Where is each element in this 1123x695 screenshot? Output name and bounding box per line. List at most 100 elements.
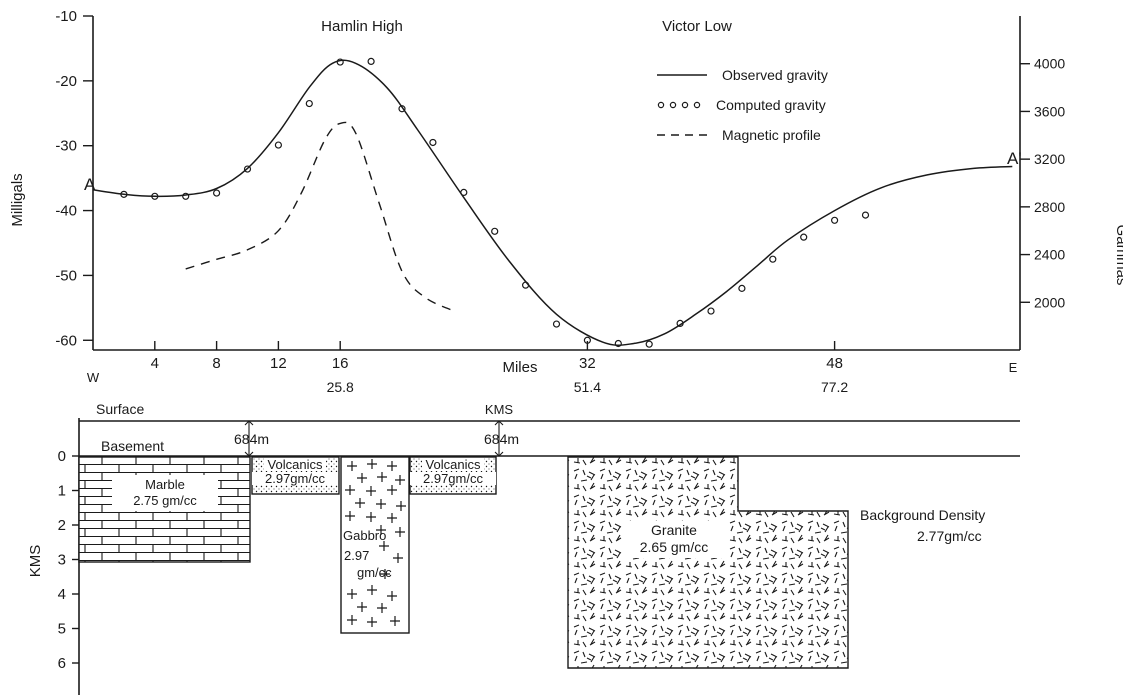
computed-gravity-point <box>676 319 684 328</box>
volcanics-right-name-bg <box>422 458 484 471</box>
y-axis-title: Milligals <box>9 173 26 226</box>
background-density-title: Background Density <box>860 507 985 523</box>
computed-gravity-point <box>707 307 715 315</box>
y-tick-label: -30 <box>55 138 77 155</box>
plus-mark <box>387 591 397 601</box>
hamlin-high-label: Hamlin High <box>321 18 403 35</box>
y2-tick-label: 3600 <box>1034 103 1065 119</box>
plus-mark <box>357 473 367 483</box>
plus-mark <box>395 527 405 537</box>
volcanics-left-name-bg <box>264 458 326 471</box>
volcanics-right-density: 2.97gm/cc <box>423 471 483 486</box>
plus-mark <box>377 603 387 613</box>
background-density-value: 2.77gm/cc <box>917 528 982 544</box>
depth-tick-label: 4 <box>58 586 66 603</box>
plus-mark <box>345 511 355 521</box>
legend-label-computed: Computed gravity <box>716 97 826 113</box>
computed-gravity-point <box>182 192 190 200</box>
y-tick-label: -50 <box>55 267 77 284</box>
plus-mark <box>366 512 376 522</box>
depth-axis-title: KMS <box>27 545 44 578</box>
volcanics-left-density: 2.97gm/cc <box>265 471 325 486</box>
x-tick-label: 12 <box>270 355 287 372</box>
computed-gravity-point <box>738 284 746 292</box>
computed-gravity-point <box>645 340 653 348</box>
plus-mark <box>395 475 405 485</box>
plus-mark <box>390 616 400 626</box>
computed-gravity-point <box>460 188 468 197</box>
y2-tick-label: 3200 <box>1034 151 1065 167</box>
y2-tick-label: 2400 <box>1034 247 1065 263</box>
computed-gravity-point <box>243 165 252 173</box>
plus-mark <box>393 553 403 563</box>
legend-label-observed: Observed gravity <box>722 67 828 83</box>
gabbro-density-unit: gm/cc <box>357 565 392 580</box>
observed-gravity-line <box>92 59 1013 346</box>
plus-mark <box>345 485 355 495</box>
computed-gravity-point <box>521 281 530 289</box>
y2-tick-label: 2000 <box>1034 294 1065 310</box>
computed-gravity-point <box>120 190 128 198</box>
y2-axis-title: Gammas <box>1113 225 1123 286</box>
computed-gravity-point <box>491 227 499 235</box>
profile-start-label: A <box>84 175 96 194</box>
x-tick-label: 32 <box>579 355 596 372</box>
depth-tick-label: 3 <box>58 552 66 569</box>
legend-swatch-computed <box>657 101 701 109</box>
elevation-left-label: 684m <box>234 431 269 447</box>
elevation-marker-right <box>494 420 504 457</box>
computed-gravity-point <box>769 255 777 263</box>
plus-mark <box>347 589 357 599</box>
computed-gravity-point <box>367 57 375 65</box>
plus-mark <box>387 485 397 495</box>
depth-tick-label: 2 <box>58 517 66 534</box>
computed-gravity-point <box>305 99 313 108</box>
computed-gravity-point <box>800 233 808 241</box>
gabbro-pattern <box>345 459 406 627</box>
y-tick-label: -60 <box>55 332 77 349</box>
plus-mark <box>380 569 390 579</box>
plus-mark <box>377 472 387 482</box>
gabbro-density-value: 2.97 <box>344 548 369 563</box>
volcanics-right-density-bg <box>410 472 496 485</box>
kms-label: KMS <box>485 402 514 417</box>
computed-gravity-point <box>429 138 437 147</box>
depth-tick-label: 6 <box>58 655 66 672</box>
computed-gravity-point <box>213 189 221 197</box>
computed-gravity-point <box>151 192 159 200</box>
plus-mark <box>347 461 357 471</box>
km-tick-label: 51.4 <box>574 379 601 395</box>
volcanics-left-density-bg <box>252 472 338 485</box>
marble-body <box>78 456 251 563</box>
computed-gravity-point <box>552 320 561 328</box>
computed-gravity-point <box>398 105 406 113</box>
depth-tick-label: 1 <box>58 483 66 500</box>
profile-end-label: A' <box>1007 149 1022 168</box>
computed-gravity-point <box>614 339 622 348</box>
x-axis-title: Miles <box>502 359 537 376</box>
gabbro-name: Gabbro <box>343 528 386 543</box>
y-tick-label: -10 <box>55 8 77 25</box>
plus-mark <box>379 541 389 551</box>
computed-gravity-point <box>274 141 282 149</box>
legend: Observed gravity Computed gravity Magnet… <box>657 67 828 143</box>
granite-name: Granite <box>651 522 697 538</box>
x-tick-label: 16 <box>332 355 349 372</box>
plus-mark <box>367 617 377 627</box>
plus-mark <box>376 499 386 509</box>
victor-low-label: Victor Low <box>662 18 732 35</box>
y2-tick-label: 4000 <box>1034 56 1065 72</box>
x-tick-label: 48 <box>826 355 843 372</box>
depth-tick-label: 5 <box>58 621 66 638</box>
granite-body <box>567 456 849 669</box>
surface-label: Surface <box>96 401 144 417</box>
y-tick-label: -20 <box>55 73 77 90</box>
depth-tick-label: 0 <box>58 448 66 465</box>
x-tick-label: 8 <box>212 355 220 372</box>
plus-mark <box>387 461 397 471</box>
y-tick-label: -40 <box>55 203 77 220</box>
marble-label-bg <box>112 475 218 511</box>
computed-gravity-point <box>583 336 592 344</box>
elevation-right-label: 684m <box>484 431 519 447</box>
y2-tick-label: 2800 <box>1034 199 1065 215</box>
